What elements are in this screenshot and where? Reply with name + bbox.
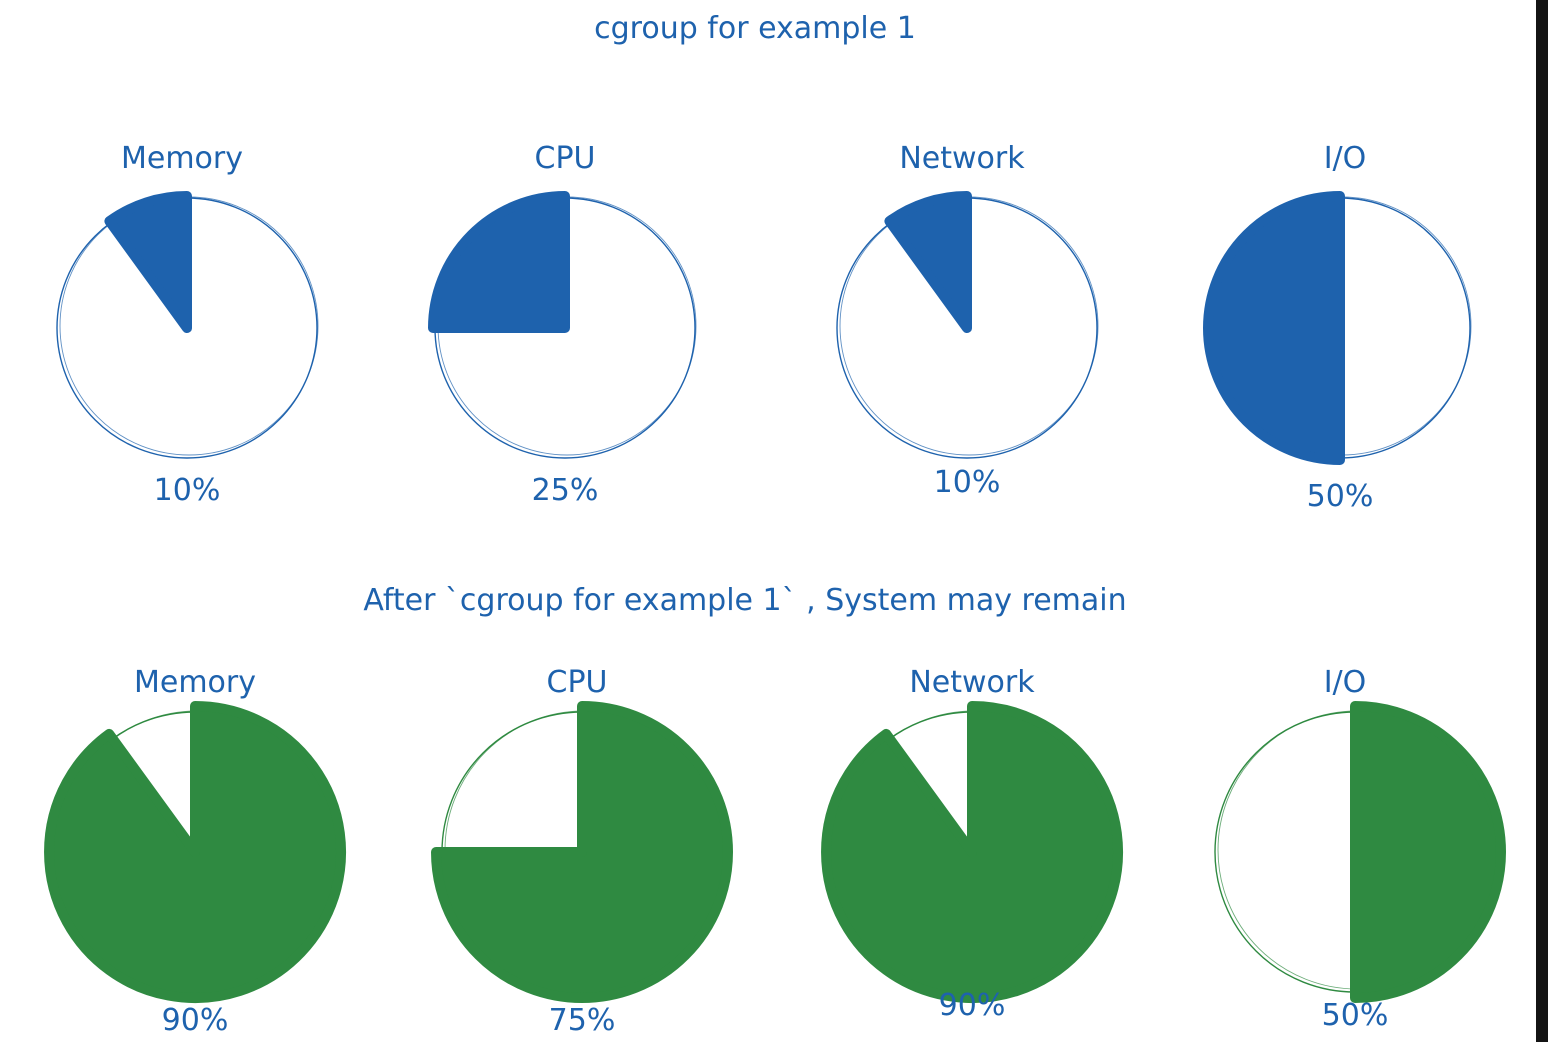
pie-label-memory-bottom: Memory: [134, 665, 256, 700]
pie-label-i-o-top: I/O: [1324, 141, 1367, 176]
pie-slice-memory-top: [104, 191, 192, 333]
pie-group: Memory 10% CPU 25% Network 10% I/O 50% Memory 90%…: [44, 141, 1506, 1038]
pie-slice-network-top: [884, 191, 972, 333]
pie-value-memory-top: 10%: [154, 473, 221, 508]
pie-label-network-top: Network: [899, 141, 1025, 176]
chart-title-bottom: After `cgroup for example 1` , System ma…: [363, 583, 1126, 618]
pie-value-i-o-bottom: 50%: [1322, 998, 1389, 1033]
pie-value-cpu-top: 25%: [532, 473, 599, 508]
pie-value-network-top: 10%: [934, 465, 1001, 500]
pie-label-cpu-top: CPU: [535, 141, 596, 176]
pie-value-cpu-bottom: 75%: [549, 1003, 616, 1038]
pie-slice-memory-bottom: [44, 701, 347, 1003]
pie-slice-cpu-bottom: [431, 701, 733, 1003]
pie-slice-network-bottom: [821, 701, 1124, 1003]
pie-value-memory-bottom: 90%: [162, 1003, 229, 1038]
pie-slice-i-o-top: [1203, 191, 1345, 465]
window-edge: [1536, 0, 1548, 1042]
pie-slice-i-o-bottom: [1350, 701, 1506, 1003]
pie-label-cpu-bottom: CPU: [547, 665, 608, 700]
pie-slice-cpu-top: [428, 191, 570, 333]
pie-value-i-o-top: 50%: [1307, 479, 1374, 514]
pie-value-network-bottom: 90%: [939, 988, 1006, 1023]
pie-label-network-bottom: Network: [909, 665, 1035, 700]
chart-title-top: cgroup for example 1: [594, 11, 916, 46]
pie-label-memory-top: Memory: [121, 141, 243, 176]
pie-label-i-o-bottom: I/O: [1324, 665, 1367, 700]
